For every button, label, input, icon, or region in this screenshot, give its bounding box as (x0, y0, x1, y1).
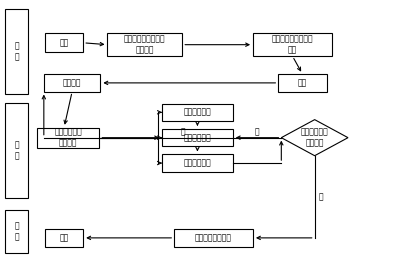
Text: 结构尺寸检测: 结构尺寸检测 (184, 108, 211, 117)
Text: 自动调样: 自动调样 (63, 78, 81, 87)
Text: 机械性能检测: 机械性能检测 (184, 158, 211, 168)
FancyBboxPatch shape (162, 104, 233, 121)
Polygon shape (281, 120, 348, 156)
FancyBboxPatch shape (253, 33, 332, 56)
FancyBboxPatch shape (5, 9, 28, 94)
Text: 抽样、制样、切割、
样品登记: 抽样、制样、切割、 样品登记 (124, 35, 166, 55)
Text: 结
束: 结 束 (14, 221, 19, 241)
Text: 否: 否 (180, 128, 185, 137)
Text: 检测结果生成记录: 检测结果生成记录 (195, 233, 232, 242)
FancyBboxPatch shape (278, 74, 327, 92)
Text: 否: 否 (255, 127, 259, 136)
FancyBboxPatch shape (44, 74, 101, 92)
FancyBboxPatch shape (45, 33, 83, 52)
FancyBboxPatch shape (37, 128, 99, 148)
FancyBboxPatch shape (162, 129, 233, 146)
Text: 开始: 开始 (59, 38, 69, 47)
FancyBboxPatch shape (5, 210, 28, 252)
Text: 样品自动流转至检测
中心: 样品自动流转至检测 中心 (271, 35, 313, 55)
FancyBboxPatch shape (162, 154, 233, 172)
Text: 回束: 回束 (59, 233, 69, 242)
Text: 电性性能检测: 电性性能检测 (184, 133, 211, 142)
Text: 智能流转系统
检测工位: 智能流转系统 检测工位 (54, 128, 82, 148)
Text: 取样: 取样 (298, 78, 307, 87)
Text: 过
程: 过 程 (14, 140, 19, 160)
Text: 结果自动判定
检存数据: 结果自动判定 检存数据 (301, 128, 328, 148)
Text: 是: 是 (319, 192, 323, 201)
FancyBboxPatch shape (45, 229, 83, 247)
Text: 开
始: 开 始 (14, 41, 19, 62)
FancyBboxPatch shape (174, 229, 253, 247)
FancyBboxPatch shape (5, 103, 28, 198)
FancyBboxPatch shape (107, 33, 182, 56)
